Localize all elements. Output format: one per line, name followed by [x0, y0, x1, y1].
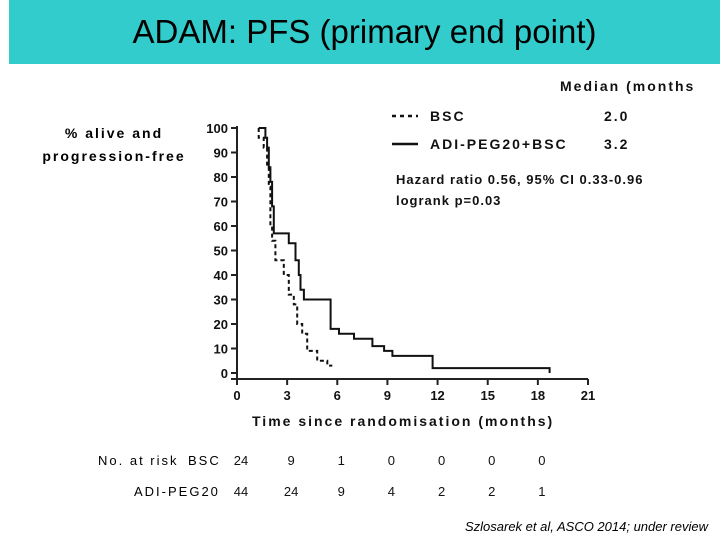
y-tick-label-50: 50: [214, 244, 228, 259]
x-tick-label-21: 21: [581, 388, 595, 403]
logrank-text: logrank p=0.03: [396, 193, 502, 208]
x-axis-label: Time since randomisation (months): [252, 413, 555, 429]
at-risk-adi-value-9: 4: [388, 484, 395, 499]
y-tick-label-20: 20: [214, 317, 228, 332]
at-risk-bsc-value-6: 1: [338, 453, 345, 468]
at-risk-bsc-value-15: 0: [488, 453, 495, 468]
y-tick-label-70: 70: [214, 195, 228, 210]
y-tick-label-30: 30: [214, 293, 228, 308]
at-risk-bsc-value-12: 0: [438, 453, 445, 468]
legend-item-bsc-median: 2.0: [604, 108, 630, 124]
slide-title: ADAM: PFS (primary end point): [132, 13, 597, 50]
at-risk-bsc-value-9: 0: [388, 453, 395, 468]
x-tick-label-15: 15: [480, 388, 494, 403]
x-tick-label-6: 6: [334, 388, 341, 403]
y-tick-label-40: 40: [214, 268, 228, 283]
at-risk-row-bsc-label: BSC: [188, 453, 221, 468]
y-tick-label-80: 80: [214, 170, 228, 185]
at-risk-adi-value-12: 2: [438, 484, 445, 499]
at-risk-adi-value-18: 1: [538, 484, 545, 499]
x-tick-label-12: 12: [430, 388, 444, 403]
at-risk-bsc-value-0: 24: [234, 453, 248, 468]
x-tick-label-18: 18: [531, 388, 545, 403]
y-axis-label: % alive and progression-free: [34, 122, 194, 168]
at-risk-adi-value-6: 9: [338, 484, 345, 499]
y-tick-label-0: 0: [221, 366, 228, 381]
at-risk-adi-value-3: 24: [284, 484, 298, 499]
legend-header: Median (months: [560, 78, 696, 94]
hazard-ratio-text: Hazard ratio 0.56, 95% CI 0.33-0.96: [396, 172, 644, 187]
at-risk-bsc-value-3: 9: [288, 453, 295, 468]
series-line-adi-peg20: [258, 127, 551, 373]
citation: Szlosarek et al, ASCO 2014; under review: [464, 519, 708, 534]
at-risk-row-adi-label: ADI-PEG20: [134, 484, 220, 499]
legend-item-adi-median: 3.2: [604, 136, 630, 152]
legend-item-bsc-label: BSC: [430, 108, 466, 124]
y-axis-label-line-1: % alive and: [64, 125, 164, 141]
x-tick-label-3: 3: [284, 388, 291, 403]
at-risk-adi-value-15: 2: [488, 484, 495, 499]
legend-item-adi-label: ADI-PEG20+BSC: [430, 136, 568, 152]
x-tick-label-9: 9: [384, 388, 391, 403]
y-tick-label-90: 90: [214, 146, 228, 161]
y-tick-label-10: 10: [214, 342, 228, 357]
title-bar: ADAM: PFS (primary end point): [9, 0, 720, 64]
y-tick-label-100: 100: [206, 121, 228, 136]
y-axis-label-line-2: progression-free: [42, 148, 186, 164]
at-risk-adi-value-0: 44: [234, 484, 248, 499]
at-risk-bsc-value-18: 0: [538, 453, 545, 468]
at-risk-title: No. at risk: [98, 453, 179, 468]
y-tick-label-60: 60: [214, 219, 228, 234]
x-tick-label-0: 0: [233, 388, 240, 403]
